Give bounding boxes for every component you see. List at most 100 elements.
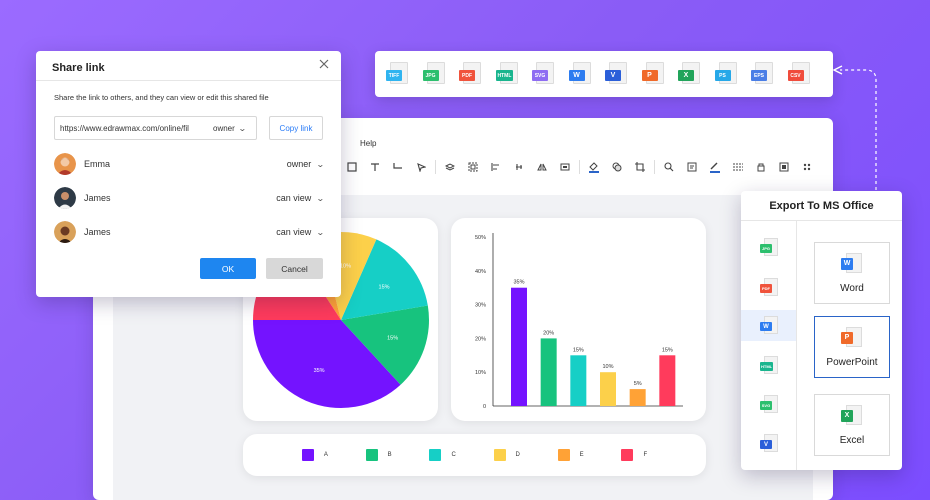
export-word-option[interactable]: W Word <box>814 242 890 304</box>
y-tick-label: 0 <box>483 404 486 410</box>
member-permission-select[interactable]: can view ⌄ <box>276 193 326 203</box>
avatar <box>54 187 76 209</box>
bar <box>629 389 646 406</box>
export-powerpoint-option[interactable]: P PowerPoint <box>814 316 890 378</box>
share-url-field[interactable]: https://www.edrawmax.com/online/fil owne… <box>54 116 257 140</box>
chevron-down-icon: ⌄ <box>237 123 247 133</box>
text-tool-icon[interactable] <box>366 158 384 176</box>
legend-label: B <box>387 452 392 458</box>
word-file-icon[interactable]: W <box>568 62 593 86</box>
ps-file-icon[interactable]: PS <box>714 62 739 86</box>
svg-file-icon[interactable]: SVG <box>532 62 556 86</box>
format-painter-icon[interactable] <box>683 158 701 176</box>
chevron-down-icon: ⌄ <box>316 193 326 203</box>
legend-label: F <box>643 452 648 458</box>
shadow-icon[interactable] <box>608 158 626 176</box>
line-color-icon[interactable] <box>706 158 724 176</box>
jpg-file-icon[interactable]: JPG <box>760 238 780 258</box>
fit-icon[interactable] <box>775 158 793 176</box>
dashed-arrow-icon <box>832 65 877 190</box>
align-icon[interactable] <box>487 158 505 176</box>
bar <box>540 338 557 406</box>
share-url-text[interactable]: https://www.edrawmax.com/online/fil <box>60 123 189 133</box>
visio-file-icon[interactable]: V <box>605 62 629 86</box>
lock-icon[interactable] <box>752 158 770 176</box>
divider <box>36 80 341 81</box>
member-permission-select[interactable]: can view ⌄ <box>276 227 326 237</box>
member-row: James can view ⌄ <box>54 186 326 210</box>
legend-item: E <box>557 449 584 461</box>
pdf-file-icon[interactable]: PDF <box>760 278 780 298</box>
search-icon[interactable] <box>660 158 678 176</box>
group-icon[interactable] <box>464 158 482 176</box>
bar <box>600 372 616 406</box>
pointer-tool-icon[interactable] <box>412 158 430 176</box>
eps-file-icon[interactable]: EPS <box>751 62 775 86</box>
toolbar-divider <box>654 160 655 174</box>
member-permission-select[interactable]: owner ⌄ <box>287 159 325 169</box>
connector-tool-icon[interactable] <box>389 158 407 176</box>
y-tick-label: 50% <box>475 235 486 241</box>
copy-link-button[interactable]: Copy link <box>269 116 323 140</box>
chevron-down-icon: ⌄ <box>316 227 326 237</box>
powerpoint-icon: P <box>841 326 863 349</box>
cancel-button[interactable]: Cancel <box>266 258 323 279</box>
fill-color-icon[interactable] <box>585 158 603 176</box>
svg-file-icon[interactable]: SVG <box>760 395 780 415</box>
crop-icon[interactable] <box>631 158 649 176</box>
rectangle-tool-icon[interactable] <box>343 158 361 176</box>
bar-chart-card[interactable]: 0 10% 20% 30% 40% 50% 35% 20% 15% 10% 5% 15% <box>451 218 706 421</box>
export-formats-bar: TIFF JPG PDF HTML SVG W V P X PS EPS CSV <box>375 51 833 97</box>
powerpoint-file-icon[interactable]: P <box>641 62 666 86</box>
legend-swatch <box>493 449 506 461</box>
excel-icon: X <box>841 404 863 427</box>
legend-label: D <box>515 452 520 458</box>
distribute-icon[interactable] <box>510 158 528 176</box>
option-label: PowerPoint <box>826 356 878 368</box>
bar-chart: 0 10% 20% 30% 40% 50% 35% 20% 15% 10% 5% 15% <box>475 233 683 410</box>
layers-icon[interactable] <box>441 158 459 176</box>
flip-icon[interactable] <box>533 158 551 176</box>
panel-title: Export To MS Office <box>769 200 874 212</box>
bar <box>570 355 587 406</box>
y-tick-label: 10% <box>475 370 486 376</box>
close-icon[interactable] <box>319 59 331 71</box>
y-tick-label: 30% <box>475 303 486 309</box>
link-permission-select[interactable]: owner ⌄ <box>207 123 247 133</box>
export-excel-option[interactable]: X Excel <box>814 394 890 456</box>
legend-swatch <box>557 449 570 461</box>
option-label: Word <box>840 282 864 294</box>
image-icon[interactable] <box>556 158 574 176</box>
member-permission-label: can view <box>276 193 312 203</box>
legend-item: C <box>429 449 456 461</box>
visio-file-icon[interactable]: V <box>760 434 780 454</box>
html-file-icon[interactable]: HTML <box>760 356 780 376</box>
excel-file-icon[interactable]: X <box>678 62 702 86</box>
menu-bar: Help <box>93 118 833 152</box>
share-description: Share the link to others, and they can v… <box>54 93 269 102</box>
legend-label: E <box>579 452 584 458</box>
more-tools-icon[interactable] <box>798 158 816 176</box>
word-file-icon[interactable]: W <box>760 316 780 336</box>
html-file-icon[interactable]: HTML <box>495 62 520 86</box>
bar-value-label: 20% <box>543 330 554 336</box>
member-name: Emma <box>84 159 111 169</box>
toolbar-divider <box>435 160 436 174</box>
legend-swatch <box>429 449 442 461</box>
jpg-file-icon[interactable]: JPG <box>422 62 447 86</box>
pie-slice <box>253 320 401 409</box>
pie-slice-label: 10% <box>340 264 351 270</box>
tiff-file-icon[interactable]: TIFF <box>386 62 410 86</box>
line-style-icon[interactable] <box>729 158 747 176</box>
menu-help[interactable]: Help <box>360 139 377 148</box>
chart-legend: A B C D E F <box>243 434 706 476</box>
divider <box>796 221 797 470</box>
bar-value-label: 5% <box>634 381 642 387</box>
legend-item: D <box>493 449 520 461</box>
bar-value-label: 10% <box>602 364 613 370</box>
csv-file-icon[interactable]: CSV <box>787 62 812 86</box>
ok-button[interactable]: OK <box>200 258 256 279</box>
member-name: James <box>84 227 111 237</box>
pdf-file-icon[interactable]: PDF <box>459 62 483 86</box>
toolbar <box>343 156 833 178</box>
